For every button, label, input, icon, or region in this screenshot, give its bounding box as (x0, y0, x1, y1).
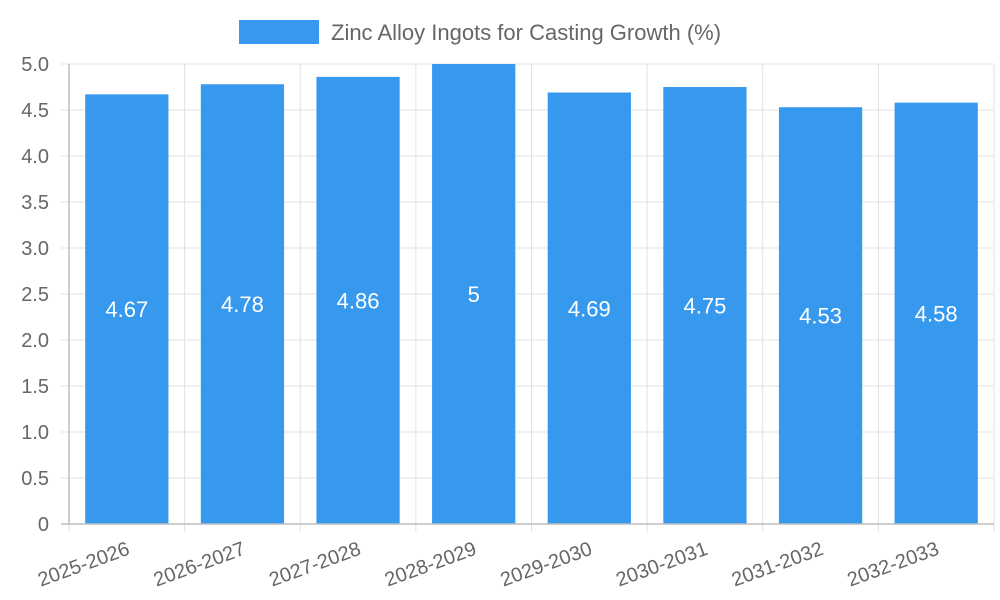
data-label: 4.67 (105, 297, 148, 322)
bar-2031-2032[interactable] (778, 107, 863, 525)
x-tick-label: 2030-2031 (613, 538, 710, 591)
y-tick-label: 1.5 (21, 376, 49, 398)
y-tick-label: 4.0 (21, 146, 49, 168)
x-tick-label: 2028-2029 (382, 538, 479, 591)
bar-2025-2026[interactable] (85, 94, 169, 525)
data-label: 4.75 (684, 294, 727, 319)
legend-swatch[interactable] (239, 20, 319, 44)
y-tick-label: 3.5 (21, 192, 49, 214)
y-tick-label: 1.0 (21, 422, 49, 444)
x-tick-label: 2027-2028 (266, 538, 363, 591)
y-tick-label: 3.0 (21, 238, 49, 260)
x-tick-label: 2031-2032 (729, 538, 826, 591)
x-tick-label: 2026-2027 (151, 538, 248, 591)
data-label: 4.78 (221, 292, 264, 317)
y-axis-ticks: 0 0.5 1.0 1.5 2.0 2.5 3.0 3.5 4.0 4.5 5.0 (21, 54, 49, 536)
y-tick-label: 5.0 (21, 54, 49, 76)
data-label: 4.86 (337, 288, 380, 313)
x-axis-ticks: 2025-2026 2026-2027 2027-2028 2028-2029 2029… (35, 538, 942, 591)
bar-2028-2029[interactable] (432, 64, 516, 524)
y-tick-label: 0 (38, 514, 49, 536)
y-tick-label: 4.5 (21, 100, 49, 122)
legend[interactable]: Zinc Alloy Ingots for Casting Growth (%) (239, 20, 721, 45)
data-label: 4.53 (799, 304, 842, 329)
bar-2029-2030[interactable] (547, 92, 631, 525)
data-label: 5 (468, 282, 480, 307)
bar-series: 4.67 4.78 4.86 5 4.69 4.75 4.53 4.58 (85, 64, 978, 525)
x-tick-label: 2032-2033 (844, 538, 941, 591)
bar-2032-2033[interactable] (894, 102, 978, 524)
legend-label[interactable]: Zinc Alloy Ingots for Casting Growth (%) (331, 20, 721, 45)
y-tick-label: 0.5 (21, 468, 49, 490)
bar-2027-2028[interactable] (316, 76, 400, 524)
bar-2026-2027[interactable] (200, 84, 285, 525)
data-label: 4.58 (915, 301, 958, 326)
bar-2030-2031[interactable] (663, 87, 747, 524)
axes (61, 64, 994, 525)
x-tick-label: 2029-2030 (498, 538, 595, 591)
y-tick-label: 2.5 (21, 284, 49, 306)
data-label: 4.69 (568, 296, 611, 321)
x-tick-label: 2025-2026 (35, 538, 132, 591)
y-tick-label: 2.0 (21, 330, 49, 352)
